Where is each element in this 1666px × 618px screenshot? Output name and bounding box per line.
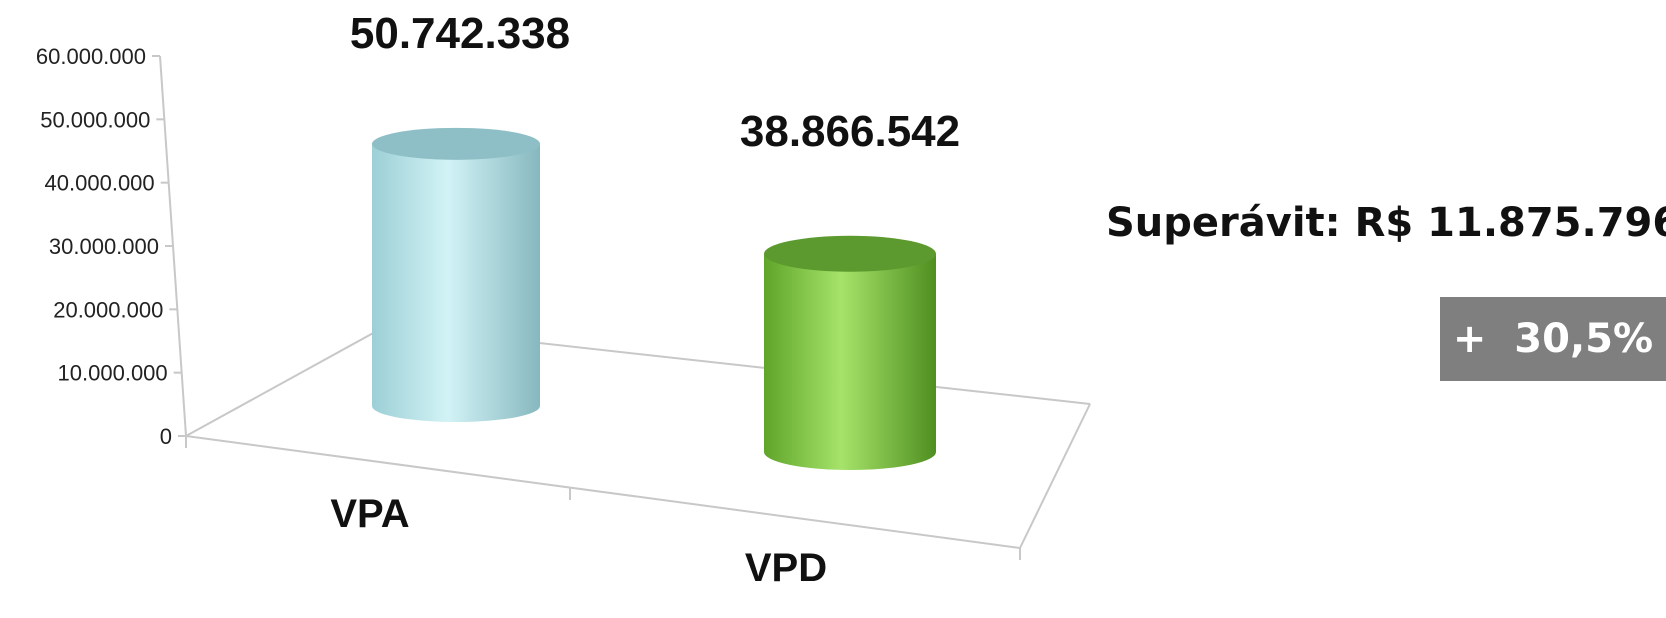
x-tick-label-vpd: VPD	[745, 546, 827, 590]
bar-vpd-body	[764, 253, 936, 470]
x-tick-label-vpa: VPA	[330, 492, 409, 536]
y-tick-label: 20.000.000	[53, 297, 163, 322]
y-tick-label: 30.000.000	[49, 234, 159, 259]
y-tick-label: 10.000.000	[58, 361, 168, 386]
floor-left-edge	[185, 325, 387, 437]
bars	[372, 127, 936, 470]
y-tick-label: 50.000.000	[40, 107, 150, 132]
y-axis-ticks: 0 10.000.000 20.000.000 30.000.000 40.000.00…	[36, 44, 186, 449]
data-label-vpd: 38.866.542	[740, 107, 960, 156]
y-tick-label: 60.000.000	[36, 44, 146, 69]
floor-right-edge	[1019, 403, 1091, 549]
bar-vpa	[372, 127, 540, 423]
percent-badge: + 30,5%	[1440, 297, 1666, 381]
bar-vpd-top	[764, 235, 936, 272]
y-tick-label: 0	[160, 424, 172, 449]
bar-vpd	[764, 235, 936, 470]
y-tick-label: 40.000.000	[45, 171, 155, 196]
surplus-annotation: Superávit: R$ 11.875.796	[1106, 200, 1666, 246]
floor-front-edge	[185, 435, 1021, 549]
bar-vpa-top	[372, 127, 540, 160]
data-label-vpa: 50.742.338	[350, 9, 570, 58]
bar-vpa-body	[372, 143, 540, 423]
